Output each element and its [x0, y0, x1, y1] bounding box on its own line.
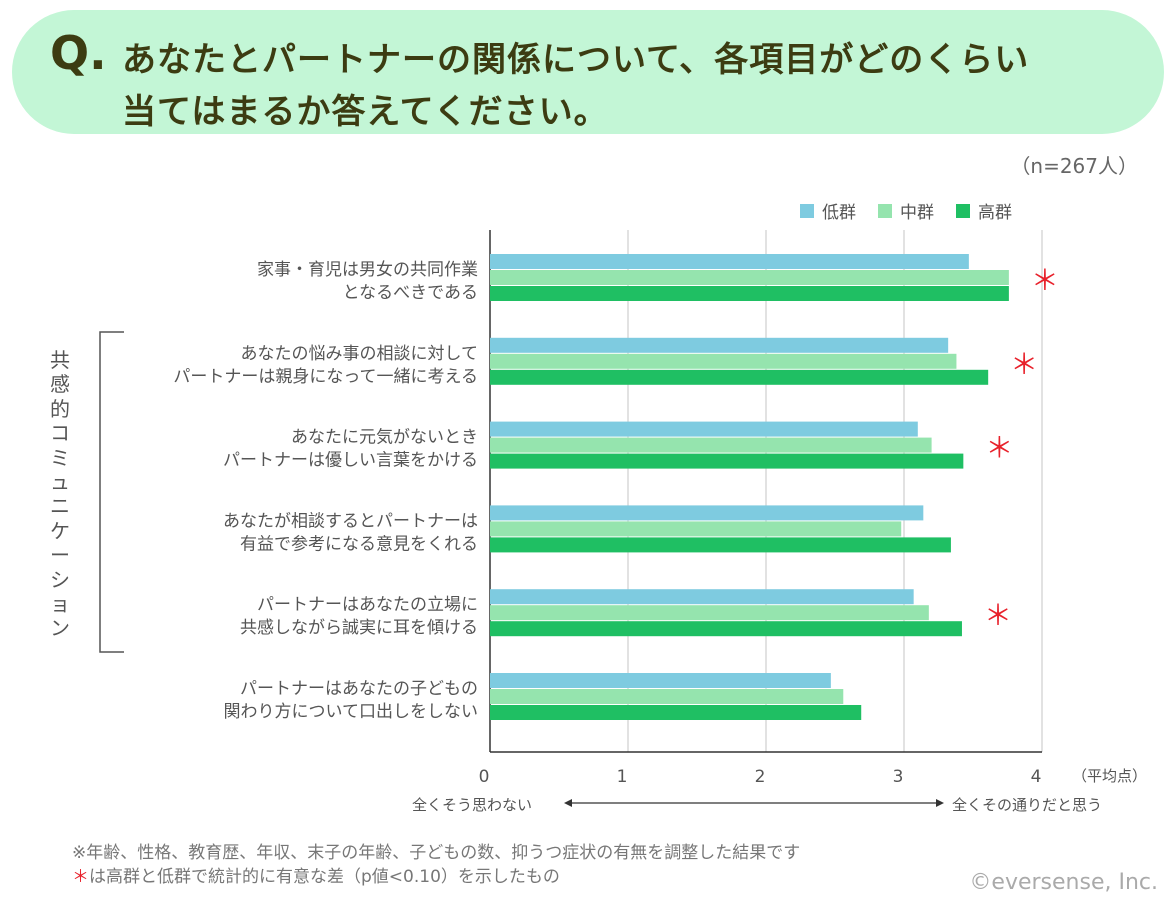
axis-unit-label: （平均点） [1072, 767, 1148, 785]
footnote-adjustment: ※年齢、性格、教育歴、年収、末子の年齢、子どもの数、抑うつ症状の有無を調整した結… [72, 843, 801, 863]
bar-mid [490, 689, 844, 704]
category-label: となるべきである [343, 283, 478, 303]
footnote-significance: ＊は高群と低群で統計的に有意な差（p値<0.10）を示したもの [72, 862, 560, 887]
legend-item-low: 低群 [800, 198, 856, 223]
bar-low [490, 673, 831, 688]
side-group-label: 共感的コミュニケーション [50, 348, 70, 641]
category-label: あなたに元気がないとき [291, 428, 478, 448]
legend-label-mid: 中群 [900, 203, 934, 223]
category-label: パートナーはあなたの子どもの [240, 679, 478, 699]
significance-star: ＊ [985, 432, 1013, 465]
bar-low [490, 421, 918, 437]
x-tick-label: 0 [479, 767, 490, 787]
category-label: 共感しながら誠実に耳を傾ける [240, 618, 478, 638]
sample-size: （n=267人） [1010, 154, 1138, 178]
scale-low-anchor: 全くそう思わない [412, 796, 533, 814]
bar-low [490, 589, 914, 605]
category-label: 有益で参考になる意見をくれる [240, 534, 478, 554]
x-tick-label: 1 [617, 767, 628, 787]
legend-swatch-high [956, 203, 970, 218]
x-tick-label: 2 [755, 767, 766, 787]
legend-label-low: 低群 [822, 203, 856, 223]
footnote-significance-text: は高群と低群で統計的に有意な差（p値<0.10）を示したもの [89, 867, 560, 887]
category-label: 関わり方について口出しをしない [224, 702, 479, 722]
category-label: パートナーは優しい言葉をかける [223, 451, 478, 471]
scale-high-anchor: 全くその通りだと思う [952, 796, 1103, 814]
bar-high [490, 369, 989, 385]
significance-star: ＊ [984, 599, 1012, 632]
question-title-line-1: あなたとパートナーの関係について、各項目がどのくらい [122, 40, 1030, 80]
bar-low [490, 337, 949, 353]
category-label: パートナーはあなたの立場に [257, 595, 478, 615]
question-title-line-2: 当てはまるか答えてください。 [122, 92, 609, 132]
scale-double-arrow [564, 799, 944, 807]
legend-swatch-low [800, 203, 814, 218]
bar-mid [490, 521, 902, 537]
question-mark: Q. [50, 26, 107, 80]
bar-low [490, 505, 924, 521]
legend: 低群 中群 高群 [800, 198, 1012, 223]
question-banner [12, 10, 1164, 134]
bar-mid [490, 353, 957, 369]
x-tick-label: 3 [893, 767, 904, 787]
legend-label-high: 高群 [978, 203, 1012, 223]
x-tick-label: 4 [1031, 767, 1042, 787]
bar-high [490, 537, 951, 553]
significance-star: ＊ [1010, 348, 1038, 381]
category-label: パートナーは親身になって一緒に考える [173, 367, 478, 387]
bar-low [490, 254, 969, 269]
legend-item-high: 高群 [956, 198, 1012, 223]
bar-high [490, 286, 1009, 301]
category-label: 家事・育児は男女の共同作業 [257, 260, 478, 280]
significance-star: ＊ [1031, 264, 1059, 297]
significance-star-icon: ＊ [72, 867, 89, 887]
bar-mid [490, 437, 932, 453]
legend-swatch-mid [878, 203, 892, 218]
bar-high [490, 705, 862, 720]
bar-high [490, 453, 964, 469]
bar-mid [490, 605, 929, 621]
category-label: あなたが相談するとパートナーは [223, 511, 478, 531]
bar-high [490, 621, 962, 637]
bar-mid [490, 270, 1009, 285]
group-bracket [99, 331, 124, 653]
legend-item-mid: 中群 [878, 198, 934, 223]
category-label: あなたの悩み事の相談に対して [241, 344, 479, 364]
copyright: ©eversense, Inc. [969, 870, 1158, 895]
